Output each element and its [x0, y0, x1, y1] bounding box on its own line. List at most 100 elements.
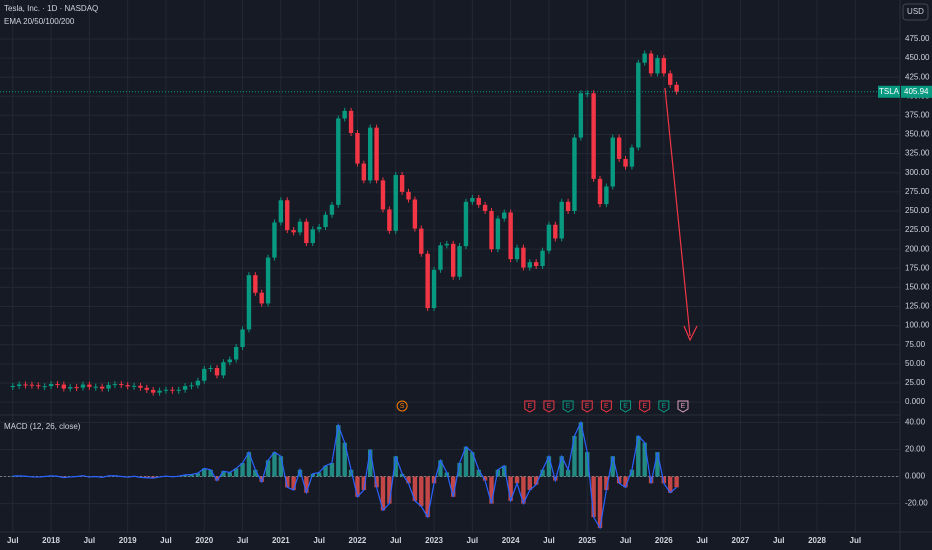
candle [431, 269, 437, 309]
macd-histogram-bar [233, 468, 239, 477]
macd-histogram-bar [412, 476, 418, 501]
candle [648, 53, 654, 74]
candle [48, 384, 54, 387]
candle [285, 200, 290, 231]
candle [527, 262, 532, 268]
candle [368, 127, 373, 181]
macd-histogram-bar [674, 476, 679, 488]
event-label: E [681, 403, 686, 410]
macd-histogram-bar [195, 473, 201, 477]
macd-histogram-bar [214, 476, 220, 481]
macd-histogram-bar [380, 476, 386, 511]
x-tick-label: 2023 [425, 536, 443, 545]
event-marker [658, 400, 670, 413]
macd-histogram-bar [285, 476, 290, 488]
plot [0, 50, 900, 530]
chart-title: Tesla, Inc. · 1D · NASDAQ [4, 4, 98, 13]
macd-histogram-bar [610, 456, 615, 477]
candle [636, 62, 641, 148]
x-tick-label: 2021 [272, 536, 290, 545]
macd-histogram-bar [540, 469, 545, 477]
candle [482, 204, 488, 211]
candle [195, 380, 201, 386]
candle [450, 243, 456, 277]
candle [125, 385, 130, 387]
event-label: E [623, 403, 628, 410]
candle [278, 200, 284, 223]
candle [514, 247, 520, 260]
x-tick-label: Jul [620, 536, 632, 545]
macd-histogram-bar [527, 476, 532, 491]
macd-histogram-bar [259, 476, 264, 482]
symbol-box [878, 85, 900, 98]
macd-histogram-bar [399, 473, 405, 477]
candle [546, 224, 552, 251]
x-tick-label: Jul [543, 536, 555, 545]
y-tick-label: -20.00 [905, 499, 928, 508]
macd-histogram-bar [463, 446, 469, 477]
macd-histogram-bar [348, 469, 354, 477]
macd-histogram-bar [355, 476, 360, 497]
candle [419, 228, 424, 254]
macd-histogram-bar [559, 456, 564, 477]
candle [74, 387, 79, 389]
candle [29, 384, 35, 386]
candle [61, 384, 67, 389]
candle [457, 246, 462, 277]
macd-histogram-bar [495, 469, 501, 477]
candle [36, 385, 41, 387]
candle [623, 158, 628, 167]
macd-histogram-bar [597, 476, 603, 528]
macd-histogram-bar [202, 468, 207, 477]
candle [272, 222, 277, 258]
candle [591, 93, 596, 179]
candle [348, 110, 354, 134]
event-marker [600, 400, 612, 413]
currency-box[interactable] [902, 3, 929, 21]
macd-histogram-bar [514, 476, 520, 484]
event-label: S [400, 403, 405, 410]
candle [23, 384, 28, 386]
candle [119, 384, 124, 386]
macd-histogram-bar [368, 449, 373, 477]
candle [540, 250, 545, 267]
y-tick-label: 450.00 [905, 53, 930, 62]
last-price-box [901, 85, 932, 98]
candle [374, 127, 379, 181]
x-tick-label: Jul [84, 536, 96, 545]
event-label: E [642, 403, 647, 410]
event-marker [639, 400, 651, 413]
candle [323, 214, 328, 228]
macd-histogram-bar [636, 435, 641, 477]
macd-line [12, 420, 677, 530]
candle [412, 199, 418, 229]
macd-histogram-bar [336, 425, 341, 477]
y-tick-label: 225.00 [905, 225, 930, 234]
macd-histogram-bar [546, 456, 552, 477]
x-tick-label: Jul [237, 536, 249, 545]
y-tick-label: 300.00 [905, 168, 930, 177]
candle [150, 389, 156, 393]
candle [208, 368, 213, 370]
candle [361, 163, 367, 181]
macd-histogram-bar [572, 435, 577, 477]
candle [629, 147, 635, 167]
macd-histogram-bar [361, 476, 367, 491]
macd-histogram-bar [221, 471, 226, 477]
candle [425, 253, 430, 309]
x-tick-label: Jul [390, 536, 402, 545]
event-marker [396, 400, 408, 412]
x-tick-label: 2025 [578, 536, 596, 545]
y-tick-label: 275.00 [905, 187, 930, 196]
candle [106, 384, 111, 389]
currency[interactable]: USD [907, 7, 924, 16]
candle [253, 275, 258, 293]
candle [655, 58, 660, 74]
y-tick-label: 425.00 [905, 72, 930, 81]
macd-histogram-bar [291, 476, 296, 491]
macd-histogram-bar [387, 476, 392, 504]
y-tick-label: 325.00 [905, 149, 930, 158]
candle [533, 262, 539, 267]
x-tick-label: 2027 [732, 536, 750, 545]
candle [559, 201, 564, 239]
